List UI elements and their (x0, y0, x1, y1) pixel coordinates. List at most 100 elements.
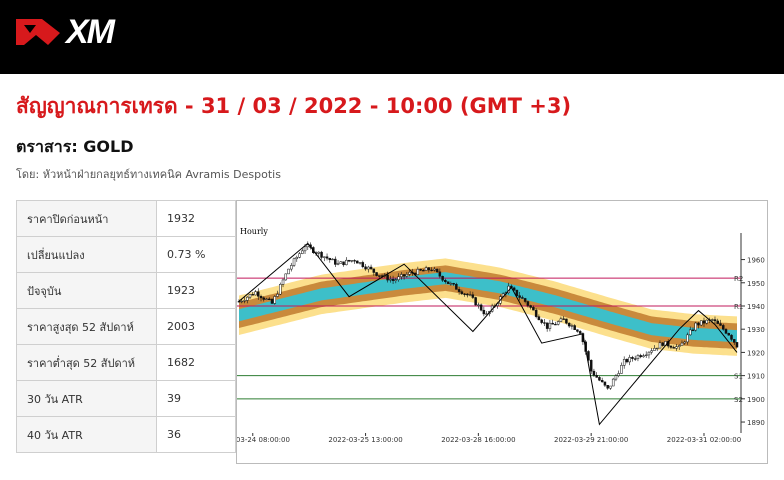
level-label-r2: R2 (734, 275, 743, 283)
candle-body (562, 318, 565, 320)
candle-body (534, 309, 538, 317)
stat-value: 1682 (156, 344, 236, 381)
author-line: โดย: หัวหน้าฝ่ายกลยุทธ์ทางเทคนิค Avramis… (16, 168, 281, 181)
zigzag-layer (238, 242, 738, 426)
candle-body (369, 266, 373, 270)
stats-table: ราคาปิดก่อนหน้า 1932 เปลี่ยนแปลง 0.73 % ปั… (16, 200, 236, 453)
price-chart: R2 R1 S1 S2 1960 1950 1940 1930 1920 1910 1900 189… (236, 200, 768, 464)
candle-body (350, 260, 354, 262)
candle-body (716, 320, 719, 324)
price-chart-svg: R2 R1 S1 S2 1960 1950 1940 1930 1920 1910 1900 189… (237, 227, 765, 444)
candle-body (543, 322, 546, 324)
xm-logo[interactable]: XM (14, 12, 115, 52)
candle-body (367, 266, 370, 270)
candle-body (644, 354, 648, 356)
candle-body (251, 294, 255, 296)
candle-body (724, 329, 728, 334)
y-tick-label: 1920 (747, 349, 765, 357)
candle-body (672, 347, 675, 349)
stat-label: 40 วัน ATR (16, 416, 157, 453)
candle-body (732, 339, 736, 343)
levels-layer: R2 R1 S1 S2 (237, 275, 743, 404)
candle-body (281, 279, 285, 285)
candle-body (595, 375, 598, 378)
candle-body (567, 322, 571, 327)
candle-body (548, 322, 552, 329)
y-tick-label: 1960 (747, 257, 765, 265)
candle-body (405, 274, 409, 277)
y-tick-label: 1930 (747, 326, 765, 334)
candle-body (730, 334, 733, 340)
y-tick-label: 1940 (747, 303, 765, 311)
candle-body (598, 377, 601, 381)
candle-body (441, 275, 444, 281)
candle-body (248, 294, 252, 298)
candle-body (565, 318, 568, 324)
candle-body (523, 298, 527, 302)
x-tick-label: 2022-03-24 08:00:00 (237, 436, 290, 444)
y-tick-label: 1890 (747, 419, 765, 427)
candle-body (449, 283, 453, 285)
table-row: ราคาต่ำสุด 52 สัปดาห์ 1682 (16, 344, 236, 381)
candle-body (345, 259, 348, 266)
candle-body (347, 259, 351, 262)
table-row: ปัจจุบัน 1923 (16, 272, 236, 309)
y-tick-label: 1950 (747, 280, 765, 288)
candle-body (287, 268, 290, 275)
candle-body (320, 251, 323, 258)
candle-body (378, 275, 381, 277)
table-row: ราคาสูงสุด 52 สัปดาห์ 2003 (16, 308, 236, 345)
candle-body (386, 274, 389, 281)
stat-value: 1923 (156, 272, 236, 309)
candle-body (609, 385, 612, 389)
candle-body (697, 322, 700, 326)
zigzag-line (238, 242, 738, 426)
candle-body (647, 351, 651, 356)
candle-body (334, 258, 337, 265)
candle-body (298, 253, 301, 258)
candle-body (243, 300, 246, 302)
candle-body (545, 322, 549, 329)
candle-body (686, 334, 689, 343)
stat-value: 0.73 % (156, 236, 236, 273)
stat-label: 30 วัน ATR (16, 380, 157, 417)
candle-body (713, 319, 717, 322)
candle-body (622, 359, 626, 366)
candle-body (620, 365, 623, 374)
stat-value: 2003 (156, 308, 236, 345)
candle-body (529, 305, 532, 308)
candle-body (460, 291, 464, 295)
candle-body (361, 262, 365, 268)
candle-body (375, 272, 378, 276)
candle-body (650, 350, 653, 353)
candle-body (477, 304, 480, 306)
table-row: 40 วัน ATR 36 (16, 416, 236, 453)
candle-body (438, 271, 442, 277)
candle-body (276, 293, 279, 297)
candle-body (702, 320, 706, 324)
candle-body (479, 304, 483, 311)
candle-body (554, 323, 557, 326)
table-row: 30 วัน ATR 39 (16, 380, 236, 417)
inner-band (239, 272, 737, 343)
candle-body (353, 260, 356, 262)
candle-body (237, 301, 241, 303)
candle-body (262, 297, 266, 300)
candle-body (364, 266, 367, 270)
candle-body (661, 342, 664, 346)
candle-body (446, 281, 450, 284)
stat-value: 39 (156, 380, 236, 417)
timeframe-label: Hourly (240, 227, 268, 236)
candle-body (397, 276, 400, 280)
candle-body (265, 298, 268, 300)
candle-body (589, 359, 593, 372)
candle-body (611, 378, 615, 387)
candle-body (389, 279, 392, 281)
candle-body (422, 270, 425, 272)
candle-body (372, 268, 376, 273)
candle-body (606, 385, 609, 389)
candle-body (669, 345, 673, 348)
candle-body (721, 325, 725, 330)
candle-body (306, 244, 310, 248)
candle-body (342, 261, 345, 266)
